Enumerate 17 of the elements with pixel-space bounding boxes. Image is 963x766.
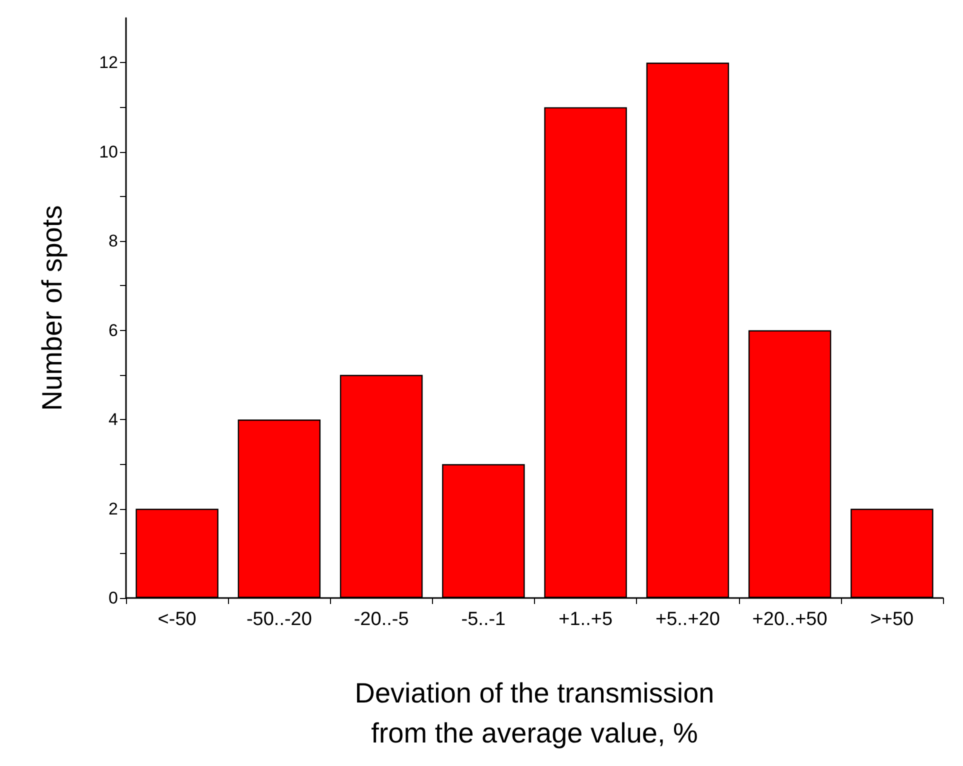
y-tick-label: 0 <box>108 588 118 608</box>
x-tick-label: +20..+50 <box>752 609 828 630</box>
y-tick-label: 2 <box>108 499 118 518</box>
x-tick-label: -50..-20 <box>246 609 312 630</box>
y-tick-label: 4 <box>108 410 118 430</box>
x-tick-label: -5..-1 <box>461 609 506 630</box>
x-tick-label: +1..+5 <box>558 609 613 630</box>
x-axis-title: Deviation of the transmission from the average value, % <box>354 678 714 748</box>
y-tick-label: 6 <box>108 320 118 340</box>
x-tick-label: +5..+20 <box>655 609 720 630</box>
x-tick-label: >+50 <box>870 609 914 630</box>
y-tick-label: 10 <box>99 142 118 162</box>
y-axis-title: Number of spots <box>36 205 68 411</box>
x-tick-label: -20..-5 <box>354 609 409 630</box>
y-tick-label: 12 <box>99 53 118 72</box>
x-tick-label: <-50 <box>158 609 196 630</box>
y-tick-label: 8 <box>108 232 118 251</box>
